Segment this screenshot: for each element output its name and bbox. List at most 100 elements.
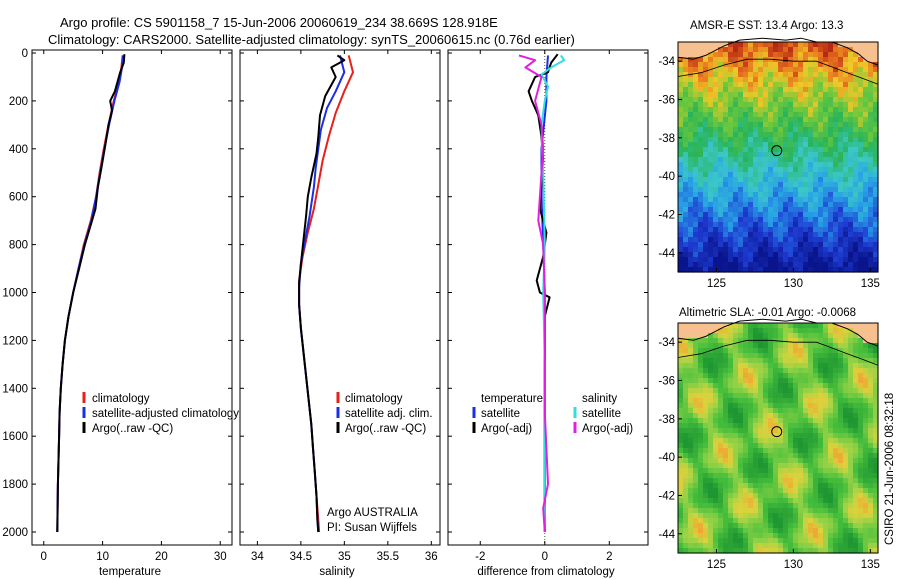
- map-cell: [768, 483, 774, 489]
- map-cell: [758, 162, 764, 168]
- map-cell: [863, 167, 869, 173]
- map-cell: [803, 132, 809, 138]
- map-cell: [803, 378, 809, 384]
- map-cell: [803, 388, 809, 394]
- map-cell: [698, 388, 704, 394]
- map-cell: [723, 262, 729, 268]
- map-cell: [838, 353, 844, 359]
- map-cell: [823, 232, 829, 238]
- map-cell: [853, 97, 859, 103]
- map-cell: [683, 463, 689, 469]
- map-cell: [678, 508, 684, 514]
- map-cell: [683, 418, 689, 424]
- map-cell: [848, 202, 854, 208]
- salinity-legend: climatology satellite adj. clim. Argo(..…: [327, 392, 433, 534]
- map-cell: [808, 57, 814, 63]
- map-cell: [698, 363, 704, 369]
- map-cell: [698, 518, 704, 524]
- map-cell: [743, 72, 749, 78]
- map-cell: [808, 122, 814, 128]
- map-cell: [863, 353, 869, 359]
- map-cell: [723, 252, 729, 258]
- map-cell: [798, 383, 804, 389]
- map-cell: [853, 112, 859, 118]
- map-cell: [853, 157, 859, 163]
- map-cell: [753, 127, 759, 133]
- map-cell: [678, 77, 684, 83]
- map-cell: [733, 438, 739, 444]
- map-cell: [683, 137, 689, 143]
- map-cell: [793, 267, 799, 273]
- map-cell: [783, 77, 789, 83]
- map-cell: [793, 418, 799, 424]
- map-cell: [818, 338, 824, 344]
- map-cell: [783, 87, 789, 93]
- map-cell: [808, 172, 814, 178]
- map-cell: [853, 453, 859, 459]
- map-cell: [858, 323, 864, 329]
- map-cell: [748, 72, 754, 78]
- map-cell: [728, 378, 734, 384]
- map-cell: [853, 177, 859, 183]
- map-cell: [793, 533, 799, 539]
- map-cell: [808, 418, 814, 424]
- map-cell: [783, 543, 789, 549]
- map-cell: [763, 463, 769, 469]
- map-cell: [798, 538, 804, 544]
- map-cell: [783, 428, 789, 434]
- map-cell: [823, 463, 829, 469]
- map-cell: [768, 533, 774, 539]
- map-cell: [753, 378, 759, 384]
- map-cell: [828, 443, 834, 449]
- map-cell: [743, 77, 749, 83]
- map-cell: [718, 333, 724, 339]
- map-cell: [828, 398, 834, 404]
- map-cell: [758, 117, 764, 123]
- map-cell: [713, 463, 719, 469]
- map-cell: [843, 518, 849, 524]
- map-cell: [823, 47, 829, 53]
- map-cell: [733, 488, 739, 494]
- map-cell: [758, 87, 764, 93]
- map-cell: [743, 498, 749, 504]
- map-cell: [738, 127, 744, 133]
- map-cell: [778, 152, 784, 158]
- map-cell: [818, 468, 824, 474]
- map-cell: [728, 237, 734, 243]
- map-cell: [708, 122, 714, 128]
- map-cell: [803, 398, 809, 404]
- map-cell: [788, 247, 794, 253]
- map-cell: [738, 438, 744, 444]
- map-cell: [823, 57, 829, 63]
- map-cell: [698, 343, 704, 349]
- map-cell: [738, 157, 744, 163]
- map-cell: [848, 197, 854, 203]
- map-cell: [828, 252, 834, 258]
- map-cell: [693, 403, 699, 409]
- map-cell: [803, 543, 809, 549]
- legend-label-argo: Argo(..raw -QC): [92, 423, 173, 435]
- map-cell: [853, 132, 859, 138]
- map-cell: [698, 42, 704, 48]
- map-cell: [708, 172, 714, 178]
- map-cell: [808, 147, 814, 153]
- map-cell: [758, 473, 764, 479]
- map-cell: [868, 373, 874, 379]
- map-cell: [703, 62, 709, 68]
- map-cell: [823, 167, 829, 173]
- map-cell: [703, 483, 709, 489]
- map-cell: [708, 328, 714, 334]
- map-cell: [703, 528, 709, 534]
- map-cell: [873, 358, 879, 364]
- map-cell: [798, 122, 804, 128]
- map-cell: [733, 443, 739, 449]
- map-cell: [708, 167, 714, 173]
- map-cell: [798, 142, 804, 148]
- map-cell: [793, 177, 799, 183]
- map-cell: [733, 92, 739, 98]
- map-cell: [693, 538, 699, 544]
- map-cell: [803, 212, 809, 218]
- map-cell: [788, 107, 794, 113]
- map-cell: [783, 438, 789, 444]
- map-cell: [748, 408, 754, 414]
